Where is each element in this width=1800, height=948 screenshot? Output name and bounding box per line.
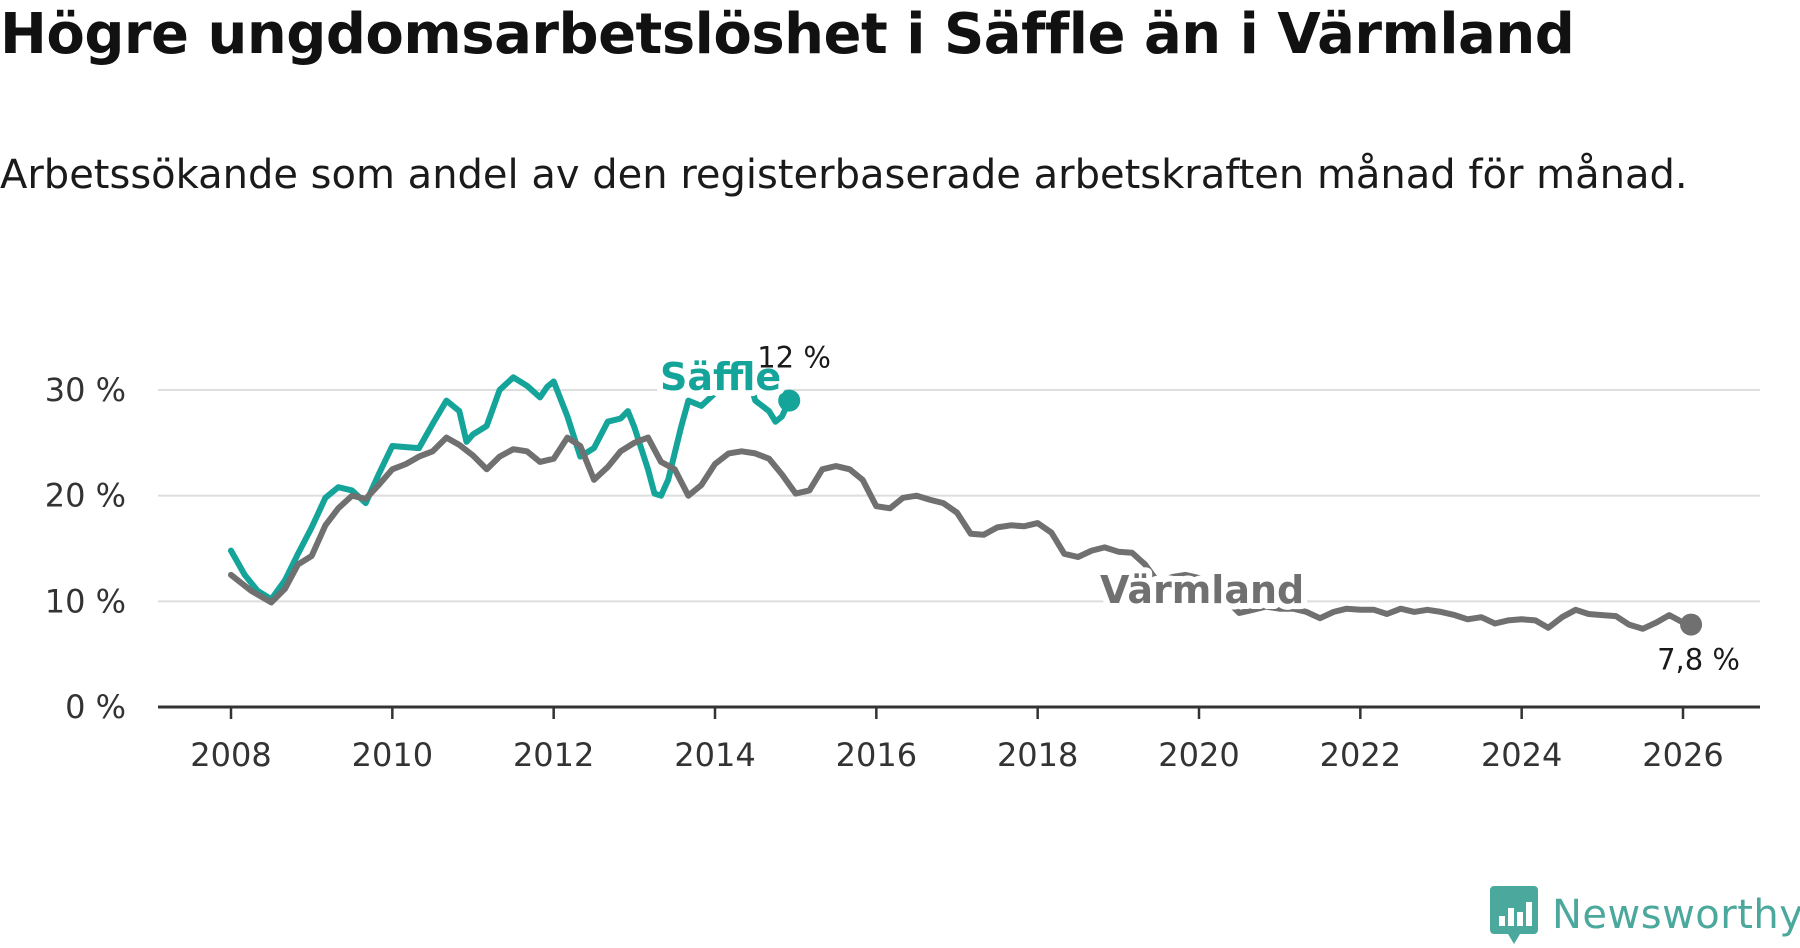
series-lines bbox=[228, 371, 1703, 636]
x-tick-label: 2012 bbox=[513, 736, 594, 774]
x-tick-label: 2020 bbox=[1158, 736, 1239, 774]
series-label-värmland: Värmland bbox=[1100, 568, 1304, 612]
end-value-label-värmland: 7,8 % bbox=[1657, 643, 1740, 677]
x-tick-label: 2022 bbox=[1320, 736, 1401, 774]
x-tick-label: 2008 bbox=[190, 736, 271, 774]
x-tick-label: 2018 bbox=[997, 736, 1078, 774]
chart-subtitle: Arbetssökande som andel av den registerb… bbox=[0, 152, 1688, 198]
x-tick-label: 2010 bbox=[352, 736, 433, 774]
x-axis: 2008 2010 2012 2014 2016 2018 2020 2022 2024 2026 bbox=[158, 705, 1760, 774]
series-label-halo: Värmland bbox=[1100, 568, 1304, 612]
end-marker-värmland bbox=[1680, 613, 1703, 636]
brand-name: Newsworthy bbox=[1552, 892, 1800, 938]
newsworthy-logo: Newsworthy bbox=[1490, 885, 1800, 945]
y-tick-label: 0 % bbox=[65, 688, 126, 726]
y-axis-tick-labels: 0 % 10 % 20 % 30 % bbox=[45, 371, 126, 726]
series-label-halo: Säffle bbox=[660, 355, 781, 399]
x-tick-label: 2026 bbox=[1642, 736, 1723, 774]
x-tick-label: 2016 bbox=[836, 736, 917, 774]
end-marker-säffle bbox=[778, 389, 801, 412]
series-label-säffle: Säffle bbox=[660, 355, 781, 399]
y-tick-label: 20 % bbox=[45, 477, 126, 515]
chart-title: Högre ungdomsarbetslöshet i Säffle än i … bbox=[0, 2, 1575, 67]
series-line-säffle bbox=[228, 371, 793, 603]
series-line-värmland bbox=[228, 434, 1695, 632]
x-tick-label: 2014 bbox=[674, 736, 755, 774]
end-value-label-säffle: 12 % bbox=[757, 341, 831, 375]
y-tick-label: 30 % bbox=[45, 371, 126, 409]
gridlines bbox=[158, 389, 1760, 603]
x-tick-label: 2024 bbox=[1481, 736, 1562, 774]
newsworthy-logo-icon bbox=[1490, 886, 1538, 944]
y-tick-label: 10 % bbox=[45, 582, 126, 620]
